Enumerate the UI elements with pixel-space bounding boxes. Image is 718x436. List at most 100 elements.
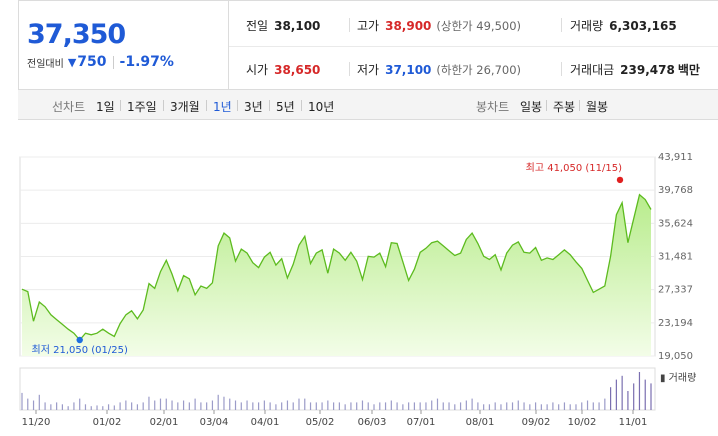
y-tick-label: 23,194 (658, 318, 693, 329)
y-tick-label: 35,624 (658, 218, 693, 229)
volume-bar (459, 402, 462, 410)
volume-bar (494, 402, 496, 410)
divider (579, 100, 580, 111)
period-10y[interactable]: 10년 (308, 100, 335, 114)
volume-frame (19, 367, 656, 411)
volume-bar (500, 404, 502, 410)
change-percent: -1.97% (119, 54, 174, 70)
prev-close-stat: 전일 38,100 (246, 17, 320, 34)
volume-bar (125, 400, 127, 410)
x-tick-label: 11/01 (619, 417, 648, 428)
x-tick-label: 10/02 (568, 417, 597, 428)
volume-bar (107, 404, 110, 410)
volume-bar (50, 404, 52, 410)
volume-bar (344, 404, 346, 410)
volume-bar (79, 398, 81, 410)
x-tick-label: 07/01 (407, 417, 436, 428)
x-tick-label: 08/01 (466, 417, 495, 428)
open-stat: 시가 38,650 (246, 61, 320, 78)
open-value: 38,650 (274, 62, 321, 77)
trade-value-label: 거래대금 (570, 63, 615, 77)
current-price: 37,350 (27, 19, 126, 50)
volume-bar (148, 396, 150, 410)
volume-bar (633, 383, 635, 410)
volume-bar (402, 404, 404, 410)
volume-bar (436, 398, 439, 410)
volume-bar (529, 404, 531, 410)
volume-bar (113, 405, 115, 410)
period-3m[interactable]: 3개월 (170, 100, 200, 114)
volume-bar (448, 402, 450, 410)
low-label: 저가 (357, 63, 380, 77)
volume-bar (563, 402, 566, 410)
volume-bar (246, 400, 248, 410)
volume-bar (38, 394, 40, 410)
volume-bar (413, 402, 416, 410)
price-box: 37,350 전일대비 ▼ 750 -1.97% (19, 1, 229, 89)
volume-bar (327, 400, 329, 410)
divider (269, 100, 270, 111)
period-1y[interactable]: 1년 (213, 100, 232, 114)
volume-bar (615, 379, 617, 410)
price-chart[interactable]: 43,911 39,768 35,624 31,481 27,337 23,194 19,0… (0, 120, 718, 436)
divider (349, 18, 350, 32)
low-stat: 저가 37,100 (하한가 26,700) (357, 61, 521, 78)
volume-bar (44, 402, 46, 410)
divider (561, 62, 562, 76)
y-tick-label: 39,768 (658, 185, 693, 196)
divider (163, 100, 164, 111)
candle-daily[interactable]: 일봉 (520, 100, 543, 114)
high-value: 38,900 (385, 18, 432, 33)
volume-bar (154, 400, 156, 410)
x-tick-label: 04/01 (251, 417, 280, 428)
volume-bar (240, 402, 242, 410)
volume-bar (350, 402, 352, 410)
volume-bar (419, 402, 421, 410)
volume-bar (558, 404, 560, 410)
divider (301, 100, 302, 111)
volume-bar (321, 402, 323, 410)
candle-weekly[interactable]: 주봉 (553, 100, 576, 114)
trade-value: 239,478 (620, 62, 675, 77)
volume-bar (621, 375, 623, 410)
high-label: 고가 (357, 19, 380, 33)
volume-bar (425, 402, 427, 410)
low-marker (76, 336, 83, 344)
volume-bar (309, 402, 312, 410)
volume-bar (384, 402, 387, 410)
volume-bar (552, 402, 554, 410)
volume-bar (471, 398, 473, 410)
price-line (21, 193, 652, 342)
volume-bar (442, 402, 444, 410)
period-3y[interactable]: 3년 (244, 100, 263, 114)
volume-bar (367, 402, 369, 410)
volume-bar (286, 400, 289, 410)
period-1d[interactable]: 1일 (96, 100, 115, 114)
volume-bar (546, 404, 548, 410)
volume-bar (263, 400, 265, 410)
volume-bar (315, 402, 317, 410)
x-tick-label: 03/04 (200, 417, 229, 428)
volume-bar (32, 400, 35, 410)
volume-bar (84, 404, 87, 410)
candle-monthly[interactable]: 월봉 (586, 100, 609, 114)
volume-bar (177, 402, 179, 410)
volume-bar (517, 400, 519, 410)
volume-bar (67, 406, 69, 410)
volume-bar (333, 402, 335, 410)
divider (206, 100, 207, 111)
period-1w[interactable]: 1주일 (127, 100, 157, 114)
x-tick-label: 05/02 (306, 417, 335, 428)
line-chart-label: 선차트 (52, 100, 86, 114)
candle-chart-label: 봉차트 (476, 100, 510, 114)
volume-label: 거래량 (570, 19, 604, 33)
trade-value-stat: 거래대금 239,478 백만 (570, 61, 700, 78)
volume-bar (644, 379, 646, 410)
change-value: 750 (77, 54, 107, 70)
divider (237, 100, 238, 111)
volume-bar (592, 402, 594, 410)
x-tick-label: 06/03 (358, 417, 387, 428)
volume-bar (431, 400, 433, 410)
period-5y[interactable]: 5년 (276, 100, 295, 114)
x-tick-label: 01/02 (93, 417, 122, 428)
